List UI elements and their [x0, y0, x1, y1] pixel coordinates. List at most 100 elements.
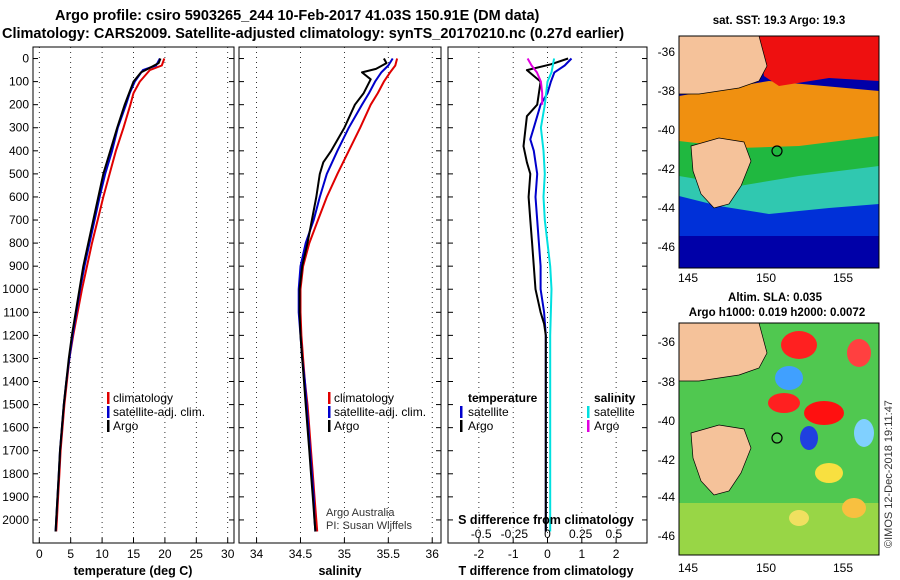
- s-diff-tick-label: -0.25: [501, 527, 529, 541]
- mainland-australia-sla: [679, 323, 768, 382]
- legend-swatch-t-argo: [460, 420, 463, 432]
- series-line-t-argo: [522, 57, 569, 532]
- depth-tick-label: 1000: [2, 282, 29, 296]
- s-diff-tick-label: 0: [544, 527, 551, 541]
- sla-anomaly-yellow-1: [815, 463, 843, 483]
- depth-tick-label: 100: [9, 75, 29, 89]
- sla-eddy-cold-2: [800, 426, 818, 450]
- depth-tick-label: 1200: [2, 328, 29, 342]
- x-tick-label: 25: [190, 547, 204, 561]
- sla-map-lon-labels: 145 150 155: [678, 561, 853, 575]
- difference-series-group: [522, 57, 573, 532]
- sst-map-title: sat. SST: 19.3 Argo: 19.3: [713, 15, 846, 27]
- series-line-s-satellite: [539, 58, 556, 532]
- x-tick-label: 2: [613, 547, 620, 561]
- depth-tick-label: 700: [9, 213, 29, 227]
- depth-tick-label: 600: [9, 190, 29, 204]
- legend-swatch-t-satellite: [460, 406, 463, 418]
- sst-map: sat. SST: 19.3 Argo: 19.3: [678, 15, 880, 269]
- x-tick-label: 20: [158, 547, 172, 561]
- salinity-plot-frame: [238, 46, 442, 544]
- credit-argo-australia: Argo Australia: [326, 507, 395, 519]
- difference-legend: temperature satellite Argo salinity sate…: [460, 391, 636, 433]
- series-line-argo: [54, 58, 162, 532]
- x-tick-label: 34.5: [289, 547, 313, 561]
- sla-lon-label: 145: [678, 561, 698, 575]
- depth-tick-label: 1300: [2, 351, 29, 365]
- temperature-series-group: [54, 58, 166, 532]
- x-tick-label: 0: [36, 547, 43, 561]
- difference-panel: -2 -1 0 1 2 -0.5 -0.25 0 0.25 0.5 S difference f…: [447, 46, 648, 578]
- legend-argo: Argo: [334, 419, 360, 433]
- legend-temperature-title: temperature: [468, 391, 538, 405]
- legend-climatology: climatology: [334, 391, 394, 405]
- difference-plot-frame: [447, 46, 648, 544]
- mainland-australia-sst: [679, 36, 768, 95]
- salinity-xlabel: salinity: [318, 564, 361, 578]
- x-tick-label: 15: [127, 547, 141, 561]
- sst-band-red: [759, 36, 879, 86]
- sst-lat-label: -44: [658, 201, 676, 215]
- argo-location-sst-marker: [771, 145, 783, 157]
- series-line-satellite-adj-clim-: [297, 57, 394, 532]
- depth-tick-label: 2000: [2, 513, 29, 527]
- sst-lat-label: -42: [658, 162, 676, 176]
- legend-s-argo: Argo: [594, 419, 620, 433]
- legend-t-satellite: satellite: [468, 405, 509, 419]
- sst-lon-label: 155: [833, 271, 853, 285]
- sla-map-frame: [678, 322, 880, 556]
- sla-lon-label: 150: [756, 561, 776, 575]
- depth-tick-label: 300: [9, 121, 29, 135]
- sst-band-orange: [679, 81, 879, 148]
- tasmania-sst: [690, 137, 752, 209]
- salinity-grid: [239, 47, 441, 543]
- t-difference-xlabel: T difference from climatology: [458, 564, 633, 578]
- sla-lat-label: -40: [658, 414, 676, 428]
- sla-lat-label: -38: [658, 375, 676, 389]
- sst-map-image: [679, 36, 879, 268]
- legend-swatch-argo: [328, 420, 331, 432]
- depth-tick-label: 200: [9, 98, 29, 112]
- s-difference-label: S difference from climatology: [458, 513, 634, 527]
- sla-map-lat-labels: -36 -38 -40 -42 -44 -46: [658, 335, 676, 543]
- sla-map-title-1: Altim. SLA: 0.035: [728, 292, 823, 304]
- depth-tick-labels: 0 100 200 300 400 500 600 700 800 900 1000 1100 1200…: [2, 52, 29, 527]
- salinity-panel: 34 34.5 35 35.5 36 salinity climatology sate…: [238, 46, 442, 578]
- sla-lat-label: -46: [658, 529, 676, 543]
- sst-lat-label: -38: [658, 84, 676, 98]
- x-tick-label: 34: [250, 547, 264, 561]
- depth-tick-label: 1600: [2, 421, 29, 435]
- depth-tick-label: 1900: [2, 490, 29, 504]
- depth-tick-label: 1700: [2, 444, 29, 458]
- series-line-satellite-adj-clim-: [54, 58, 161, 532]
- temperature-panel: 0100200300400500600700800900100011001200…: [2, 46, 235, 578]
- sst-lon-label: 150: [756, 271, 776, 285]
- legend-satellite: satellite-adj. clim.: [334, 405, 426, 419]
- depth-tick-label: 800: [9, 236, 29, 250]
- legend-swatch-s-argo: [587, 420, 590, 432]
- temperature-legend: climatology satellite-adj. clim. Argo: [107, 391, 205, 433]
- x-tick-label: 36: [426, 547, 440, 561]
- depth-tick-label: 1100: [3, 305, 29, 319]
- sla-anomaly-yellow-2: [842, 498, 866, 518]
- series-line-s-argo: [526, 58, 544, 105]
- sla-map-image: [679, 323, 879, 555]
- tasmania-sla: [690, 424, 752, 496]
- s-diff-tick-label: 0.25: [569, 527, 593, 541]
- sst-lat-label: -40: [658, 123, 676, 137]
- sst-map-frame: [678, 35, 880, 269]
- sla-eddy-warm-1: [781, 331, 817, 359]
- sst-lat-label: -36: [658, 45, 676, 59]
- s-diff-tick-label: -0.5: [471, 527, 492, 541]
- legend-swatch-climatology: [107, 392, 110, 404]
- depth-tick-label: 1500: [2, 398, 29, 412]
- sla-lat-label: -36: [658, 335, 676, 349]
- credit-pi: PI: Susan Wijffels: [326, 520, 412, 532]
- depth-tick-label: 1800: [2, 467, 29, 481]
- legend-swatch-climatology: [328, 392, 331, 404]
- sla-lon-label: 155: [833, 561, 853, 575]
- legend-swatch-satellite: [328, 406, 331, 418]
- legend-t-argo: Argo: [468, 419, 494, 433]
- temperature-xlabel: temperature (deg C): [74, 564, 193, 578]
